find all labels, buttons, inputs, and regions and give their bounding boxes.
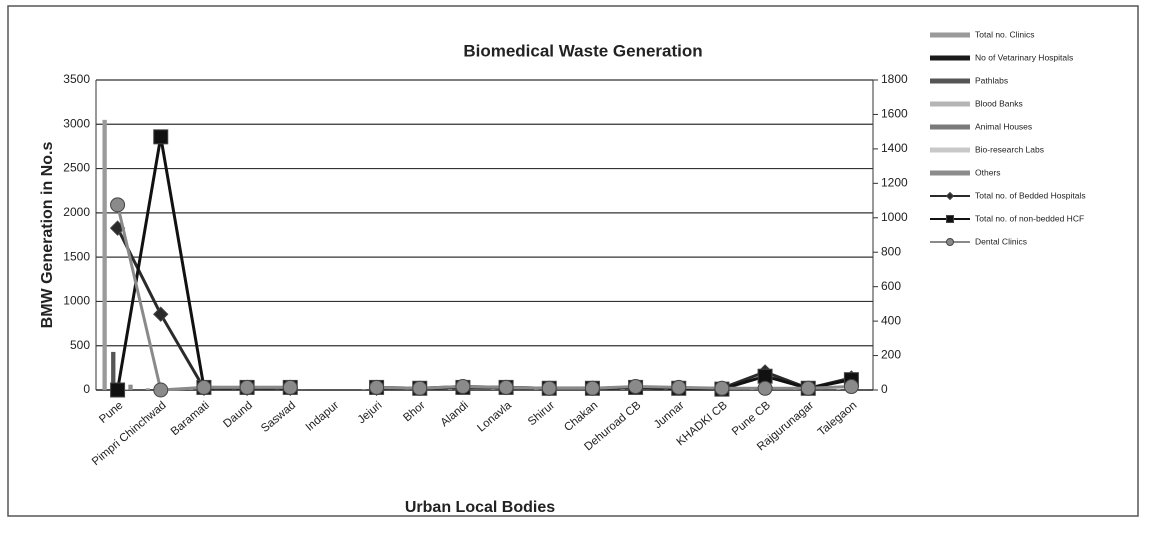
marker bbox=[153, 306, 169, 322]
y2-tick-label: 1600 bbox=[881, 107, 908, 121]
y2-tick-label: 1400 bbox=[881, 141, 908, 155]
y2-tick-label: 1800 bbox=[881, 72, 908, 86]
legend-label: Blood Banks bbox=[975, 98, 1023, 108]
y-tick-label: 0 bbox=[83, 382, 90, 396]
marker bbox=[153, 382, 169, 398]
marker bbox=[369, 379, 385, 395]
marker bbox=[946, 215, 954, 223]
bar bbox=[447, 389, 453, 390]
y2-tick-label: 200 bbox=[881, 348, 901, 362]
y-axis-title: BMW Generation in No.s bbox=[39, 142, 56, 329]
bar bbox=[836, 389, 841, 390]
legend-label: Dental Clinics bbox=[975, 236, 1027, 246]
bar bbox=[128, 384, 133, 390]
marker bbox=[110, 382, 126, 398]
y-tick-label: 3000 bbox=[63, 116, 90, 130]
marker bbox=[946, 238, 954, 246]
marker bbox=[714, 380, 730, 396]
marker bbox=[412, 380, 428, 396]
y2-tick-label: 800 bbox=[881, 244, 901, 258]
y-tick-label: 500 bbox=[70, 338, 90, 352]
y2-tick-label: 400 bbox=[881, 313, 901, 327]
marker bbox=[282, 379, 298, 395]
chart-title: Biomedical Waste Generation bbox=[463, 41, 702, 60]
bar bbox=[145, 388, 150, 390]
bar bbox=[102, 119, 107, 390]
bar bbox=[111, 351, 116, 390]
y2-tick-label: 600 bbox=[881, 279, 901, 293]
marker bbox=[110, 197, 126, 213]
marker bbox=[800, 380, 816, 396]
legend-label: Bio-research Labs bbox=[975, 144, 1044, 154]
x-axis-title: Urban Local Bodies bbox=[405, 499, 555, 516]
marker bbox=[757, 380, 773, 396]
marker bbox=[455, 379, 471, 395]
legend-label: Others bbox=[975, 167, 1001, 177]
y-tick-label: 1500 bbox=[63, 249, 90, 263]
y2-tick-label: 0 bbox=[881, 382, 888, 396]
chart-frame bbox=[7, 5, 1139, 517]
marker bbox=[584, 380, 600, 396]
y-tick-label: 3500 bbox=[63, 72, 90, 86]
y-tick-label: 2500 bbox=[63, 161, 90, 175]
marker bbox=[239, 379, 255, 395]
bar bbox=[124, 389, 129, 390]
marker bbox=[671, 379, 687, 395]
y-tick-label: 2000 bbox=[63, 205, 90, 219]
legend-label: Total no. Clinics bbox=[975, 29, 1035, 39]
marker bbox=[196, 379, 212, 395]
bar bbox=[620, 389, 625, 390]
marker bbox=[628, 379, 644, 395]
legend-label: Pathlabs bbox=[975, 75, 1008, 85]
y2-tick-label: 1200 bbox=[881, 176, 908, 190]
legend-label: Total no. of non-bedded HCF bbox=[975, 213, 1084, 223]
marker bbox=[541, 380, 557, 396]
legend-label: No of Vetarinary Hospitals bbox=[975, 52, 1073, 62]
marker bbox=[153, 129, 169, 145]
marker bbox=[498, 379, 514, 395]
marker bbox=[843, 379, 859, 395]
legend-label: Total no. of Bedded Hospitals bbox=[975, 190, 1086, 200]
marker bbox=[945, 191, 955, 201]
y-tick-label: 1000 bbox=[63, 294, 90, 308]
legend-label: Animal Houses bbox=[975, 121, 1032, 131]
y2-tick-label: 1000 bbox=[881, 210, 908, 224]
